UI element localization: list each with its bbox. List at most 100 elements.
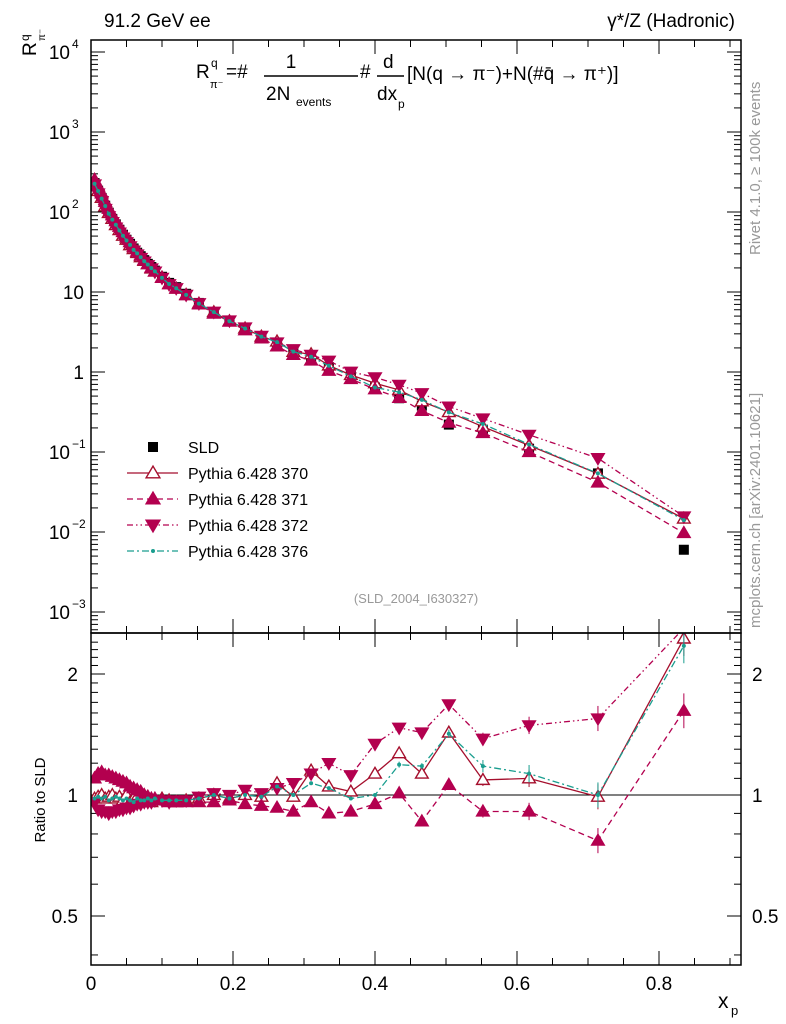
y-tick-label: 10 4 bbox=[49, 37, 79, 64]
ratio-point-0 bbox=[475, 772, 491, 786]
svg-text:p: p bbox=[731, 1003, 738, 1018]
ratio-tick-label: 1 bbox=[67, 786, 78, 807]
ratio-point-2 bbox=[285, 778, 301, 791]
ratio-point-3 bbox=[309, 781, 314, 786]
legend-label: Pythia 6.428 372 bbox=[188, 518, 308, 535]
ratio-point-3 bbox=[595, 793, 600, 797]
series-point-3 bbox=[419, 397, 424, 402]
series-point-2 bbox=[367, 372, 383, 386]
series-point-1 bbox=[321, 363, 337, 376]
ratio-line-1 bbox=[94, 710, 685, 842]
y-tick-label: 10 −1 bbox=[49, 437, 86, 464]
ratio-point-3 bbox=[681, 643, 686, 648]
series-line-2 bbox=[93, 184, 685, 518]
series-point-3 bbox=[110, 217, 115, 222]
series-point-3 bbox=[227, 319, 232, 324]
series-point-3 bbox=[373, 385, 377, 390]
series-point-1 bbox=[391, 390, 407, 404]
ratio-point-1 bbox=[321, 805, 337, 819]
legend-marker bbox=[144, 519, 162, 534]
x-tick-label: 0.2 bbox=[220, 974, 246, 995]
legend-marker bbox=[151, 549, 155, 553]
series-point-2 bbox=[441, 401, 457, 415]
ratio-point-3 bbox=[149, 798, 154, 803]
series-point-3 bbox=[243, 326, 248, 331]
x-tick-label: 0.8 bbox=[646, 974, 672, 995]
analysis-id: (SLD_2004_I630327) bbox=[354, 591, 478, 606]
ratio-point-2 bbox=[475, 733, 491, 747]
ratio-point-1 bbox=[676, 703, 692, 716]
y-tick-base: 10 bbox=[49, 203, 70, 224]
ratio-point-3 bbox=[348, 796, 353, 801]
legend: SLD Pythia 6.428 370 Pythia 6.428 371 Pythi… bbox=[127, 440, 308, 561]
ratio-point-3 bbox=[99, 796, 104, 801]
ratio-point-2 bbox=[521, 720, 537, 734]
ratio-point-3 bbox=[145, 796, 150, 801]
series-point-1 bbox=[590, 474, 606, 488]
ratio-point-3 bbox=[419, 764, 424, 769]
y-tick-label: 1 bbox=[73, 363, 84, 384]
legend-marker bbox=[144, 464, 162, 479]
y-tick-label: 10 −2 bbox=[49, 517, 86, 544]
series-point-2 bbox=[676, 511, 692, 525]
ratio-point-2 bbox=[303, 768, 319, 782]
ratio-point-2 bbox=[237, 784, 253, 798]
ratio-tick-label: 1 bbox=[752, 786, 763, 807]
svg-text:π⁻: π⁻ bbox=[210, 79, 224, 91]
series-point-3 bbox=[681, 518, 686, 523]
series-point-2 bbox=[590, 453, 606, 466]
y-tick-exponent: −1 bbox=[72, 437, 86, 451]
ratio-point-3 bbox=[196, 796, 201, 801]
ratio-point-3 bbox=[446, 731, 451, 736]
series-point-1 bbox=[521, 444, 537, 458]
series-point-3 bbox=[96, 188, 101, 193]
svg-text:1: 1 bbox=[286, 52, 297, 73]
series-point-3 bbox=[128, 242, 133, 247]
ratio-point-1 bbox=[237, 796, 253, 810]
x-tick-label: 0.4 bbox=[362, 974, 389, 995]
series-point-3 bbox=[92, 181, 97, 186]
y-tick-exponent: 4 bbox=[72, 37, 79, 51]
ratio-point-3 bbox=[243, 793, 248, 797]
legend-label: SLD bbox=[188, 440, 219, 457]
legend-item: Pythia 6.428 376 bbox=[127, 544, 308, 561]
ratio-point-1 bbox=[253, 798, 269, 811]
series-point-3 bbox=[138, 255, 143, 260]
svg-text:d: d bbox=[383, 52, 394, 73]
ratio-point-0 bbox=[367, 765, 383, 779]
svg-text:R: R bbox=[20, 42, 41, 56]
title-right: γ*/Z (Hadronic) bbox=[607, 11, 735, 32]
ratio-point-1 bbox=[391, 785, 407, 799]
series-point-2 bbox=[391, 379, 407, 393]
legend-label: Pythia 6.428 371 bbox=[188, 492, 308, 509]
ratio-point-3 bbox=[142, 798, 147, 803]
ratio-point-3 bbox=[138, 798, 143, 803]
series-point-2 bbox=[414, 388, 430, 401]
series-point-3 bbox=[142, 259, 147, 264]
series-point-3 bbox=[446, 410, 451, 415]
ratio-point-3 bbox=[120, 798, 125, 803]
series-point-3 bbox=[167, 281, 172, 286]
svg-text:#: # bbox=[360, 62, 371, 83]
ratio-point-1 bbox=[414, 813, 430, 827]
y-tick-base: 10 bbox=[49, 523, 70, 544]
ratio-point-3 bbox=[167, 798, 172, 803]
series-point-3 bbox=[259, 334, 264, 339]
series-point-3 bbox=[309, 354, 314, 359]
series-point-3 bbox=[397, 390, 402, 395]
ratio-point-3 bbox=[259, 794, 264, 799]
ratio-tick-label: 0.5 bbox=[752, 907, 778, 928]
legend-item: Pythia 6.428 372 bbox=[127, 518, 308, 535]
ratio-point-3 bbox=[160, 798, 164, 803]
series-point-3 bbox=[103, 204, 108, 209]
ratio-point-3 bbox=[135, 796, 140, 801]
y-tick-label: 10 −3 bbox=[49, 597, 86, 624]
series-point-3 bbox=[131, 247, 136, 252]
svg-text:[N(q → π⁻)+N(#q̄ → π⁺)]: [N(q → π⁻)+N(#q̄ → π⁺)] bbox=[407, 64, 619, 85]
ratio-point-0 bbox=[321, 778, 337, 792]
y-tick-exponent: −3 bbox=[72, 597, 86, 611]
series-point-3 bbox=[120, 233, 125, 238]
ratio-point-1 bbox=[521, 803, 537, 817]
ratio-point-3 bbox=[326, 786, 331, 791]
series-point-3 bbox=[124, 238, 129, 243]
